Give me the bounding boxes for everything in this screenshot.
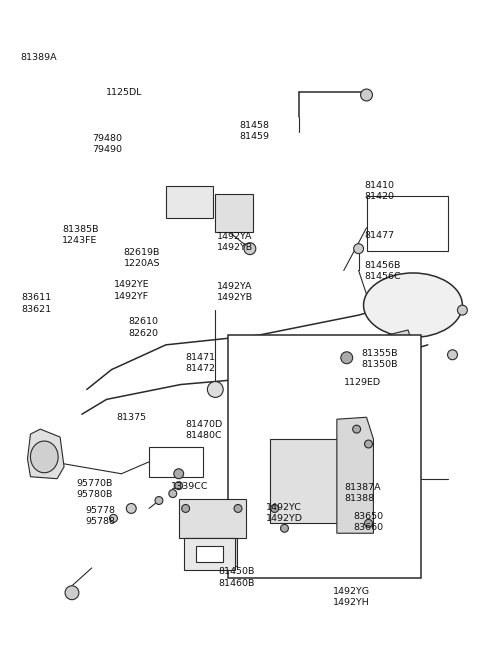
Text: 1492YA
1492YB: 1492YA 1492YB bbox=[217, 282, 253, 302]
Bar bbox=[179, 498, 246, 538]
Polygon shape bbox=[391, 439, 405, 456]
Circle shape bbox=[271, 504, 278, 512]
Circle shape bbox=[182, 504, 190, 512]
Text: 83611
83621: 83611 83621 bbox=[22, 293, 52, 314]
Circle shape bbox=[207, 382, 223, 398]
Circle shape bbox=[393, 353, 403, 363]
Text: 83650
83660: 83650 83660 bbox=[354, 512, 384, 533]
Text: 81410
81420: 81410 81420 bbox=[364, 181, 394, 201]
Text: 1492YG
1492YH: 1492YG 1492YH bbox=[333, 587, 370, 607]
Circle shape bbox=[155, 496, 163, 504]
Circle shape bbox=[364, 519, 372, 527]
Circle shape bbox=[175, 481, 183, 490]
Text: 81456B
81456C: 81456B 81456C bbox=[364, 261, 401, 281]
Circle shape bbox=[353, 425, 360, 433]
Text: 81450B
81460B: 81450B 81460B bbox=[219, 567, 255, 588]
Circle shape bbox=[174, 469, 184, 479]
Circle shape bbox=[234, 504, 242, 512]
Bar bbox=[270, 439, 337, 523]
Bar bbox=[216, 194, 253, 232]
Text: 81458
81459: 81458 81459 bbox=[239, 121, 269, 141]
Text: 81477: 81477 bbox=[364, 231, 394, 240]
Circle shape bbox=[341, 352, 353, 364]
Text: 81389A: 81389A bbox=[21, 54, 58, 62]
Bar bbox=[378, 345, 406, 363]
Bar bbox=[149, 447, 204, 477]
Bar bbox=[166, 186, 213, 218]
Text: 79480
79490: 79480 79490 bbox=[92, 134, 122, 155]
Text: 81385B
1243FE: 81385B 1243FE bbox=[62, 225, 98, 246]
Text: 81471
81472: 81471 81472 bbox=[185, 353, 216, 373]
Polygon shape bbox=[388, 330, 413, 350]
Text: 95770B
95780B: 95770B 95780B bbox=[76, 479, 113, 498]
Text: 1125DL: 1125DL bbox=[106, 88, 143, 97]
Circle shape bbox=[354, 244, 363, 253]
Bar bbox=[367, 196, 447, 251]
Circle shape bbox=[393, 406, 403, 416]
Bar bbox=[195, 546, 223, 562]
Ellipse shape bbox=[363, 273, 462, 337]
Circle shape bbox=[340, 446, 350, 456]
Circle shape bbox=[244, 243, 256, 255]
Ellipse shape bbox=[30, 441, 58, 473]
Circle shape bbox=[364, 440, 372, 448]
Text: 81387A
81388: 81387A 81388 bbox=[344, 483, 381, 503]
Text: 1129ED: 1129ED bbox=[344, 378, 382, 387]
Text: 81470D
81480C: 81470D 81480C bbox=[185, 420, 223, 440]
Polygon shape bbox=[337, 417, 373, 533]
Circle shape bbox=[457, 305, 468, 315]
Text: 1339CC: 1339CC bbox=[171, 482, 209, 491]
Circle shape bbox=[169, 490, 177, 498]
Bar bbox=[184, 538, 235, 570]
Text: 1492YE
1492YF: 1492YE 1492YF bbox=[114, 280, 150, 301]
Text: 82619B
1220AS: 82619B 1220AS bbox=[124, 248, 160, 268]
Circle shape bbox=[447, 350, 457, 360]
Bar bbox=[228, 335, 421, 578]
Text: 82610
82620: 82610 82620 bbox=[129, 318, 158, 337]
Text: 95778
95788: 95778 95788 bbox=[86, 506, 116, 526]
Circle shape bbox=[109, 514, 118, 522]
Text: 1492YA
1492YB: 1492YA 1492YB bbox=[217, 232, 253, 252]
Circle shape bbox=[65, 586, 79, 600]
Text: 81375: 81375 bbox=[117, 413, 147, 422]
Polygon shape bbox=[27, 429, 64, 479]
Text: 81355B
81350B: 81355B 81350B bbox=[361, 348, 397, 369]
Bar bbox=[186, 538, 237, 566]
Circle shape bbox=[378, 360, 388, 369]
Text: 1492YC
1492YD: 1492YC 1492YD bbox=[266, 502, 303, 523]
Circle shape bbox=[360, 89, 372, 101]
Circle shape bbox=[126, 504, 136, 514]
Circle shape bbox=[280, 524, 288, 533]
